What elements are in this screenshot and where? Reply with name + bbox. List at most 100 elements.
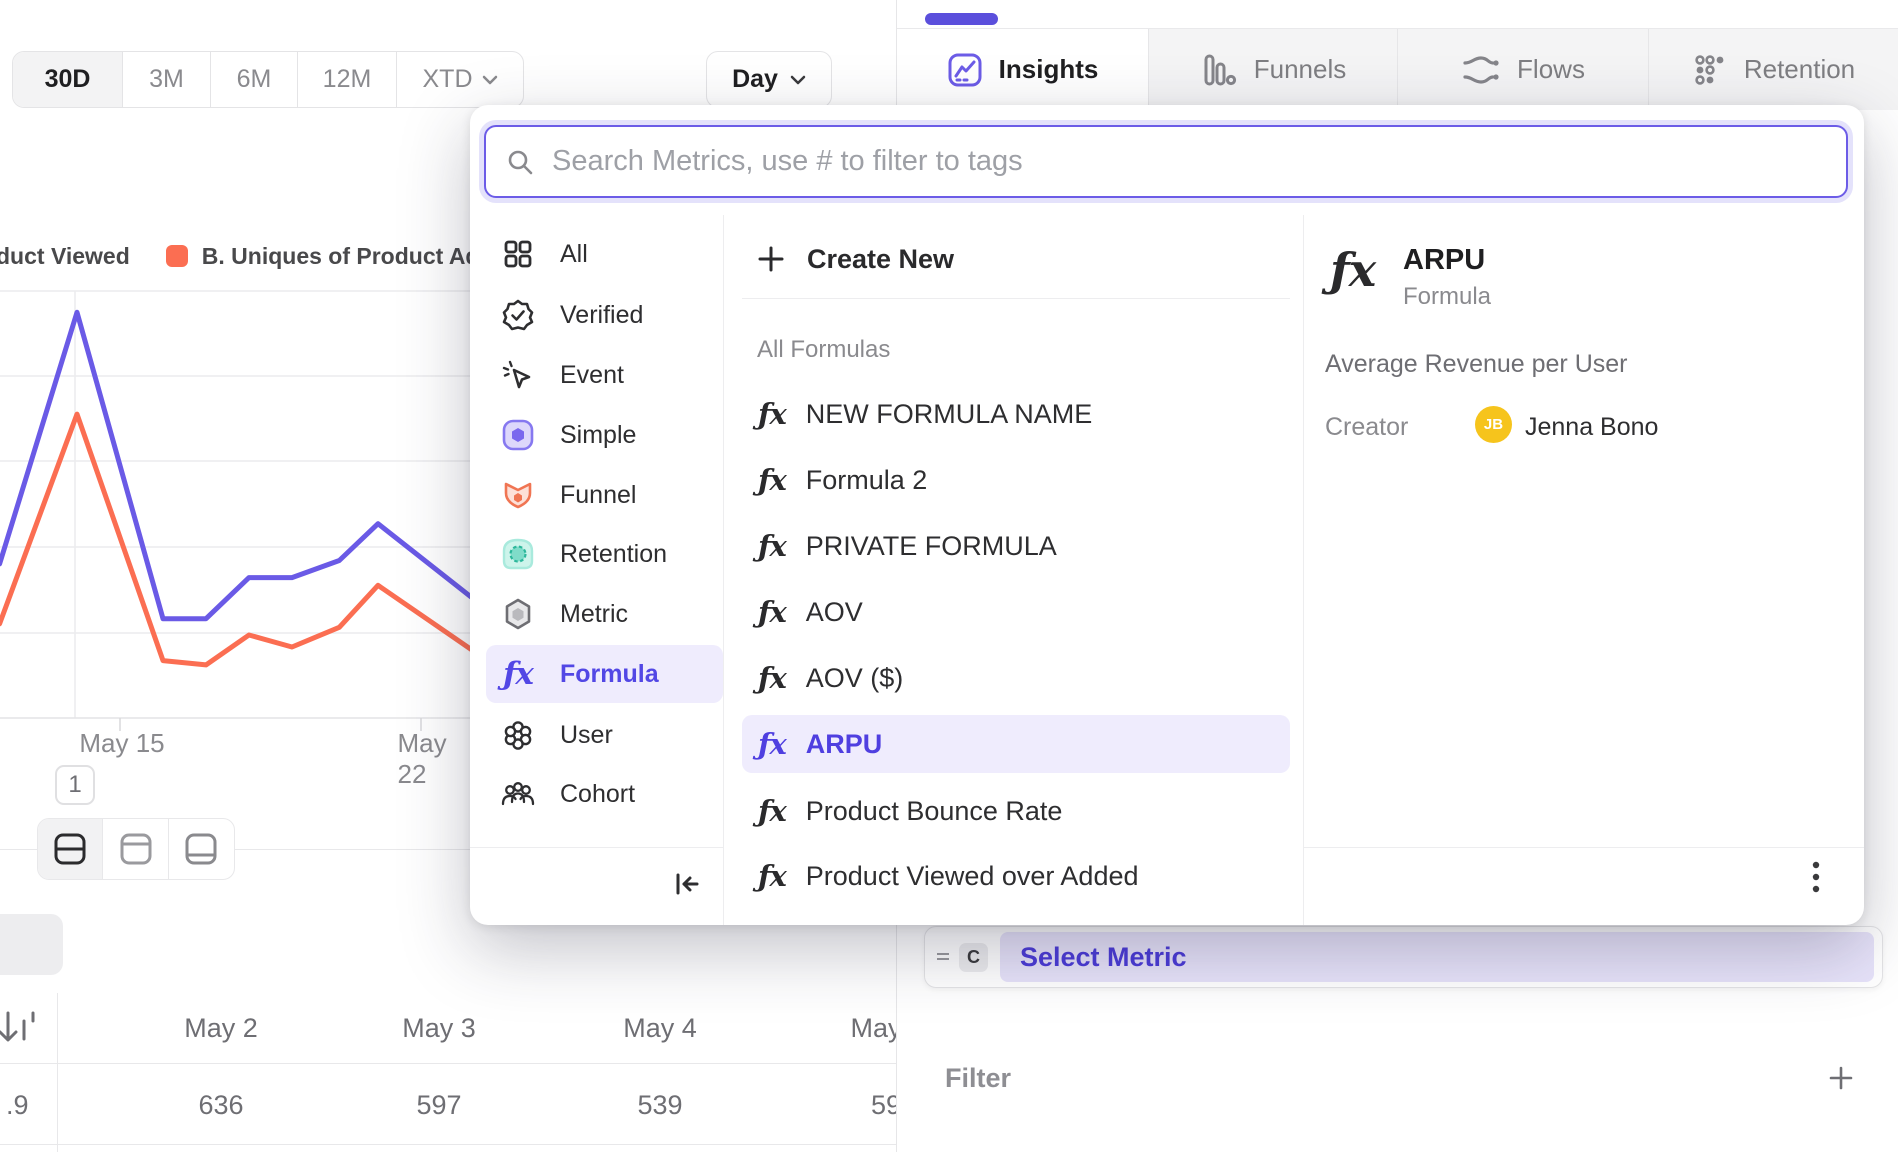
layout-split-button[interactable] bbox=[38, 819, 104, 879]
category-user[interactable]: User bbox=[486, 706, 723, 764]
left-panel-divider bbox=[0, 849, 896, 850]
chart-series-line-0 bbox=[0, 309, 474, 622]
tab-flows-label: Flows bbox=[1517, 54, 1585, 84]
add-filter-button[interactable] bbox=[1827, 1064, 1855, 1092]
tab-insights-label: Insights bbox=[998, 54, 1099, 84]
category-event-label: Event bbox=[560, 360, 624, 389]
chart-legend: duct Viewed B. Uniques of Product Add bbox=[0, 240, 478, 272]
collapse-sidebar-button[interactable] bbox=[670, 867, 706, 903]
table-header-may4[interactable]: May 4 bbox=[623, 1013, 697, 1043]
layout-top-button[interactable] bbox=[103, 819, 169, 879]
retention-circle-icon bbox=[500, 536, 536, 572]
detail-title: ARPU bbox=[1403, 244, 1486, 276]
table-row-handle-tab[interactable] bbox=[0, 914, 63, 975]
category-verified[interactable]: Verified bbox=[486, 286, 723, 344]
category-simple[interactable]: Simple bbox=[486, 406, 723, 464]
popup-column-divider-1 bbox=[723, 215, 724, 925]
table-header-may2[interactable]: May 2 bbox=[184, 1013, 258, 1043]
chevron-down-icon bbox=[790, 75, 806, 84]
popup-column-divider-2 bbox=[1303, 215, 1304, 925]
more-options-button[interactable] bbox=[1798, 857, 1834, 897]
table-column-divider bbox=[57, 993, 58, 1152]
category-funnel[interactable]: Funnel bbox=[486, 466, 723, 524]
layout-bottom-icon bbox=[185, 833, 217, 865]
range-xtd-button[interactable]: XTD bbox=[397, 52, 523, 107]
formula-fx-icon: ƒx bbox=[758, 794, 787, 828]
chevron-down-icon bbox=[482, 75, 497, 84]
select-metric-label: Select Metric bbox=[1020, 941, 1187, 972]
select-metric-button[interactable]: Select Metric bbox=[1000, 932, 1874, 982]
granularity-day-button[interactable]: Day bbox=[706, 51, 832, 108]
metric-search-input[interactable] bbox=[552, 145, 1826, 178]
sort-descending-icon[interactable] bbox=[0, 1007, 38, 1047]
formula-item-arpu[interactable]: ƒx ARPU bbox=[742, 715, 1290, 773]
table-header-may-partial[interactable]: May bbox=[850, 1013, 896, 1043]
tab-funnels-label: Funnels bbox=[1253, 54, 1347, 84]
category-metric-label: Metric bbox=[560, 599, 629, 628]
range-30d-button[interactable]: 30D bbox=[13, 52, 123, 107]
x-axis-tick-may15: May 15 bbox=[79, 728, 165, 758]
category-verified-label: Verified bbox=[560, 300, 644, 329]
funnels-bars-icon bbox=[1204, 54, 1236, 85]
create-new-label: Create New bbox=[807, 243, 955, 274]
category-funnel-label: Funnel bbox=[560, 480, 637, 509]
tab-retention-label: Retention bbox=[1743, 54, 1856, 84]
table-header-may3[interactable]: May 3 bbox=[402, 1013, 476, 1043]
verified-badge-icon bbox=[500, 297, 536, 333]
report-tabbar: Insights Funnels Flows bbox=[897, 28, 1898, 110]
drag-handle-icon[interactable] bbox=[935, 949, 951, 965]
line-chart-canvas[interactable] bbox=[0, 290, 474, 760]
formula-item-new-formula-name[interactable]: ƒx NEW FORMULA NAME bbox=[742, 385, 1290, 443]
formula-item-aov[interactable]: ƒx AOV bbox=[742, 583, 1290, 641]
table-header-divider bbox=[0, 1063, 896, 1064]
formula-item-label: AOV ($) bbox=[805, 662, 904, 693]
table-row-divider bbox=[0, 1144, 896, 1145]
range-12m-button[interactable]: 12M bbox=[298, 52, 397, 107]
category-retention[interactable]: Retention bbox=[486, 525, 723, 583]
formula-fx-icon: ƒx bbox=[758, 463, 787, 497]
tab-insights[interactable]: Insights bbox=[897, 29, 1148, 110]
page-indicator[interactable]: 1 bbox=[55, 765, 95, 805]
range-3m-button[interactable]: 3M bbox=[123, 52, 211, 107]
layout-bottom-button[interactable] bbox=[169, 819, 234, 879]
table-value-may-partial: 59 bbox=[870, 1090, 896, 1120]
range-6m-button[interactable]: 6M bbox=[211, 52, 298, 107]
formula-fx-icon: ƒx bbox=[503, 656, 534, 692]
metric-hexagon-icon bbox=[500, 596, 536, 632]
category-simple-label: Simple bbox=[560, 420, 637, 449]
tab-retention[interactable]: Retention bbox=[1648, 29, 1898, 110]
metric-clause-card: C Select Metric bbox=[924, 926, 1883, 988]
legend-item-b-label[interactable]: B. Uniques of Product Add bbox=[201, 242, 478, 269]
formula-fx-icon: ƒx bbox=[758, 727, 787, 761]
plus-icon bbox=[758, 246, 784, 272]
formula-item-label: ARPU bbox=[805, 728, 883, 759]
kebab-menu-icon bbox=[1812, 861, 1820, 893]
insights-chart-icon bbox=[948, 53, 982, 86]
create-new-button[interactable]: Create New bbox=[757, 233, 954, 285]
category-cohort-label: Cohort bbox=[560, 779, 636, 808]
filter-label: Filter bbox=[945, 1062, 1012, 1093]
formula-item-product-bounce-rate[interactable]: ƒx Product Bounce Rate bbox=[742, 782, 1290, 840]
metric-picker-popup: All Verified Event bbox=[470, 105, 1864, 925]
legend-item-a-label[interactable]: duct Viewed bbox=[0, 242, 130, 269]
formula-item-formula-2[interactable]: ƒx Formula 2 bbox=[742, 451, 1290, 509]
tab-flows[interactable]: Flows bbox=[1397, 29, 1648, 110]
category-cohort[interactable]: Cohort bbox=[486, 765, 723, 823]
category-all[interactable]: All bbox=[486, 225, 723, 283]
formula-item-aov-dollar[interactable]: ƒx AOV ($) bbox=[742, 649, 1290, 707]
category-formula-label: Formula bbox=[560, 659, 659, 688]
tab-funnels[interactable]: Funnels bbox=[1148, 29, 1397, 110]
category-formula[interactable]: ƒx Formula bbox=[486, 645, 723, 703]
category-event[interactable]: Event bbox=[486, 346, 723, 404]
flows-waves-icon bbox=[1463, 55, 1499, 84]
formula-item-product-viewed-over-added[interactable]: ƒx Product Viewed over Added bbox=[742, 847, 1290, 905]
formula-item-private-formula[interactable]: ƒx PRIVATE FORMULA bbox=[742, 517, 1290, 575]
formula-fx-icon: ƒx bbox=[758, 661, 787, 695]
simple-hexagon-icon bbox=[500, 417, 536, 453]
detail-fx-icon: ƒx bbox=[1330, 243, 1376, 297]
formula-fx-icon: ƒx bbox=[758, 529, 787, 563]
chart-gridlines bbox=[0, 290, 474, 731]
create-new-divider bbox=[742, 298, 1290, 299]
category-metric[interactable]: Metric bbox=[486, 585, 723, 643]
category-all-label: All bbox=[560, 239, 588, 268]
